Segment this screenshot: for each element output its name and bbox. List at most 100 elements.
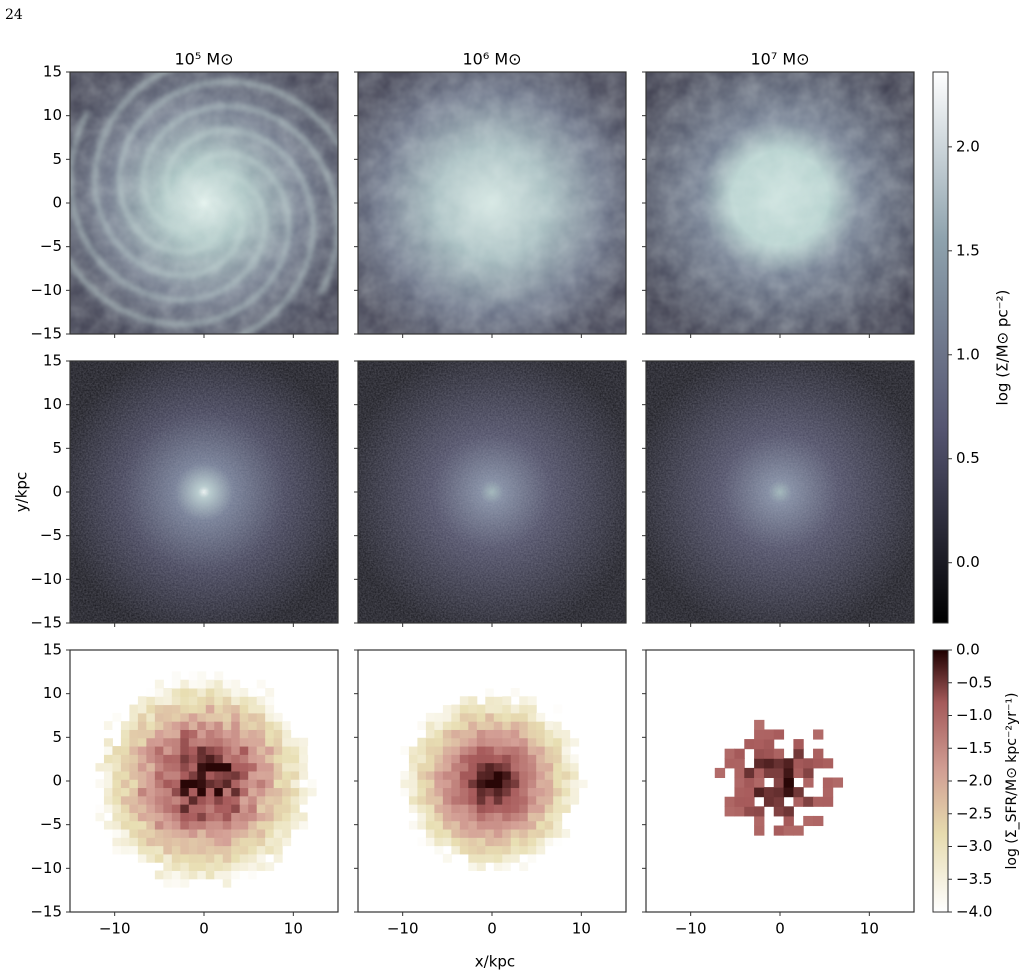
sfr-pixel bbox=[129, 804, 139, 813]
sfr-pixel bbox=[544, 746, 554, 755]
sfr-pixel bbox=[205, 870, 215, 880]
sfr-pixel bbox=[451, 779, 461, 789]
sfr-pixel bbox=[163, 754, 173, 764]
sfr-pixel bbox=[510, 704, 520, 714]
sfr-pixel bbox=[536, 770, 546, 780]
sfr-pixel bbox=[154, 687, 164, 697]
sfr-pixel bbox=[544, 837, 554, 847]
sfr-pixel bbox=[299, 820, 309, 830]
sfr-pixel bbox=[434, 754, 444, 764]
panel-image bbox=[358, 650, 626, 912]
sfr-pixel bbox=[832, 777, 844, 788]
sfr-pixel bbox=[222, 837, 232, 847]
sfr-pixel bbox=[553, 787, 563, 797]
sfr-pixel bbox=[459, 820, 469, 830]
sfr-pixel bbox=[493, 729, 503, 739]
sfr-pixel bbox=[519, 770, 529, 780]
sfr-pixel bbox=[120, 804, 130, 813]
sfr-pixel bbox=[197, 754, 207, 764]
sfr-pixel bbox=[214, 862, 224, 872]
sfr-pixel bbox=[468, 746, 478, 755]
sfr-pixel bbox=[307, 779, 317, 789]
sfr-pixel bbox=[468, 845, 478, 855]
sfr-pixel bbox=[197, 804, 207, 813]
sfr-pixel bbox=[163, 829, 173, 838]
sfr-pixel bbox=[239, 746, 249, 755]
sfr-pixel bbox=[137, 820, 147, 830]
sfr-pixel bbox=[188, 795, 198, 805]
sfr-pixel bbox=[400, 746, 410, 755]
x-tick-label: −10 bbox=[387, 920, 419, 938]
sfr-pixel bbox=[239, 787, 249, 797]
sfr-pixel bbox=[137, 870, 147, 880]
sfr-pixel bbox=[95, 804, 105, 813]
sfr-pixel bbox=[451, 712, 461, 722]
sfr-pixel bbox=[146, 820, 156, 830]
sfr-pixel bbox=[205, 746, 215, 755]
sfr-pixel bbox=[527, 712, 537, 722]
sfr-pixel bbox=[231, 687, 241, 697]
sfr-pixel bbox=[570, 762, 580, 772]
spiral-arm bbox=[163, 127, 316, 334]
sfr-pixel bbox=[256, 820, 266, 830]
sfr-pixel bbox=[744, 767, 755, 779]
sfr-pixel bbox=[197, 770, 207, 780]
sfr-pixel bbox=[120, 746, 130, 755]
sfr-pixel bbox=[493, 779, 503, 789]
sfr-pixel bbox=[188, 837, 198, 847]
sfr-pixel bbox=[434, 729, 444, 739]
sfr-pixel bbox=[408, 762, 418, 772]
sfr-pixel bbox=[527, 845, 537, 855]
sfr-pixel bbox=[793, 739, 804, 750]
sfr-pixel bbox=[273, 787, 283, 797]
sfr-pixel bbox=[451, 820, 461, 830]
sfr-pixel bbox=[103, 770, 113, 780]
sfr-pixel bbox=[231, 737, 241, 747]
sfr-pixel bbox=[205, 795, 215, 805]
sfr-pixel bbox=[425, 795, 435, 805]
sfr-pixel bbox=[146, 746, 156, 755]
sfr-pixel bbox=[519, 704, 529, 714]
sfr-pixel bbox=[510, 762, 520, 772]
sfr-pixel bbox=[265, 820, 275, 830]
sfr-pixel bbox=[248, 779, 258, 789]
sfr-pixel bbox=[417, 770, 427, 780]
y-tick-label: 15 bbox=[43, 352, 62, 370]
sfr-pixel bbox=[180, 754, 190, 764]
sfr-pixel bbox=[197, 853, 207, 863]
sfr-pixel bbox=[485, 804, 495, 813]
sfr-pixel bbox=[502, 746, 512, 755]
sfr-pixel bbox=[239, 754, 249, 764]
colorbar-tick-label: 0.0 bbox=[956, 553, 980, 571]
sfr-pixel bbox=[180, 837, 190, 847]
sfr-pixel bbox=[205, 721, 215, 730]
panel-image bbox=[358, 72, 626, 334]
sfr-pixel bbox=[231, 754, 241, 764]
sfr-pixel bbox=[408, 746, 418, 755]
sfr-pixel bbox=[510, 845, 520, 855]
sfr-pixel bbox=[256, 845, 266, 855]
sfr-pixel bbox=[129, 712, 139, 722]
sfr-pixel bbox=[476, 829, 486, 838]
colorbar-tick-label: 0.0 bbox=[956, 641, 980, 659]
sfr-pixel bbox=[434, 829, 444, 838]
sfr-pixel bbox=[154, 696, 164, 706]
sfr-pixel bbox=[197, 845, 207, 855]
sfr-pixel bbox=[813, 729, 824, 740]
sfr-pixel bbox=[510, 862, 520, 872]
sfr-pixel bbox=[502, 704, 512, 714]
sfr-pixel bbox=[527, 762, 537, 772]
sfr-pixel bbox=[536, 845, 546, 855]
sfr-pixel bbox=[468, 837, 478, 847]
sfr-pixel bbox=[734, 787, 745, 798]
sfr-pixel bbox=[205, 837, 215, 847]
sfr-pixel bbox=[103, 754, 113, 764]
sfr-pixel bbox=[248, 845, 258, 855]
sfr-pixel bbox=[734, 796, 745, 807]
sfr-pixel bbox=[502, 820, 512, 830]
sfr-pixel bbox=[248, 795, 258, 805]
sfr-pixel bbox=[561, 829, 571, 838]
sfr-pixel bbox=[451, 729, 461, 739]
panel-image bbox=[70, 361, 338, 623]
sfr-pixel bbox=[265, 729, 275, 739]
